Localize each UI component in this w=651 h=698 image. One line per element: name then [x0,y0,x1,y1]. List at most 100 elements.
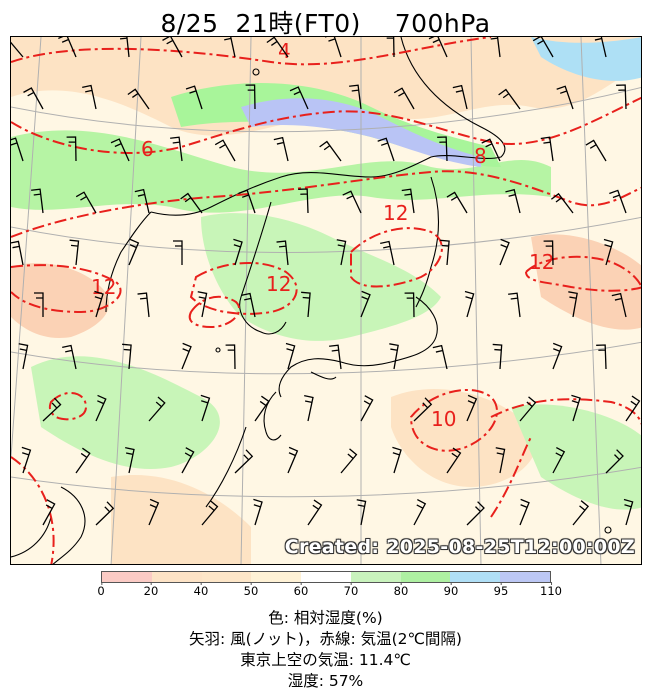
wind-barb [254,395,270,422]
wind-barb [66,136,77,162]
title-date: 8/25 [160,9,219,38]
wind-barb [238,189,256,214]
wind-barb [180,192,203,214]
wind-barb [134,188,150,214]
legend-wind-temp: 矢羽: 風(ノット)，赤線: 気温(2℃間隔) [189,630,462,648]
wind-barb [377,137,395,162]
island [604,526,612,534]
wind-barb [585,139,607,162]
wind-barb [413,397,433,422]
coast-shikoku [310,371,337,380]
wind-barb [481,138,501,162]
wind-barb [285,342,296,370]
colorbar-tick-label: 0 [97,582,105,598]
isotherm-12-korea [189,261,298,315]
colorbar-ticks: 0 20 40 50 60 70 80 90 95 110 [97,582,562,604]
map-canvas: 4 6 8 12 12 12 12 10 [11,37,641,564]
colorbar-segment [301,572,351,582]
colorbar-tick-label: 20 [143,582,159,598]
colorbar-segment [201,572,252,582]
wind-barb [611,292,627,318]
wind-barb [401,188,415,214]
wind-barb [466,501,485,526]
wind-barb [11,137,24,162]
humidity-area-moist-band [11,130,551,213]
isotherm-8 [11,170,641,238]
wind-barb [492,343,503,370]
wind-barb [360,290,371,318]
wind-barb [440,239,450,266]
coast-continent [150,37,506,216]
wind-barb [519,396,537,422]
wind-barb [446,447,462,474]
wind-barb [173,240,183,265]
created-timestamp: Created: 2025-08-25T12:00:00Z [284,536,635,558]
wind-barb [75,191,97,214]
contour-label: 12 [266,272,291,296]
contour-label: 10 [431,407,456,431]
wind-barb [540,136,554,162]
colorbar-tick-label: 40 [193,582,209,598]
colorbar-tick-label: 80 [393,582,409,598]
wind-barb [437,136,448,162]
wind-barb [389,343,399,370]
legend-tokyo-humidity: 湿度: 57% [287,672,364,690]
wind-barb [127,88,150,110]
colorbar-tick-label: 70 [343,582,359,598]
colorbar-segment [500,572,551,582]
coast-taiwan [52,486,86,564]
isotherm-small-korea [188,295,241,329]
wind-barb [241,292,256,318]
wind-barb [550,192,574,214]
wind-barb [148,396,166,422]
wind-barb [505,188,521,214]
wind-barb [225,344,236,370]
wind-barb [571,394,581,422]
wind-barb [552,447,566,474]
wind-barb [625,395,641,422]
wind-barb [185,85,203,110]
colorbar-segment [102,572,152,582]
humidity-area-dry-sw [111,475,251,564]
wind-barb [23,87,44,110]
island [215,347,221,353]
isotherm-12-west [11,264,122,314]
legend-humidity: 色: 相対湿度(%) [268,609,383,627]
graticule [11,37,641,564]
title-level: 700hPa [394,9,491,38]
contour-label: 8 [474,144,487,168]
wind-barb [446,191,468,214]
contour-label: 6 [141,137,154,161]
wind-barb [519,498,530,526]
isotherm-south-east [490,398,641,426]
wind-barb [498,88,521,110]
wind-barb [11,41,24,58]
contour-labels: 4 6 8 12 12 12 12 10 [91,39,554,431]
isotherm-12-japan-sea [350,227,443,288]
wind-barb [62,344,77,370]
isotherm-south-east-2 [490,436,532,518]
wind-barb [69,239,80,266]
humidity-area-dry-east [531,234,641,330]
wind-barb [380,240,395,266]
wind-barb [392,446,402,474]
wind-barb [162,37,183,58]
wind-barb [428,37,448,58]
wind-barb [623,498,634,526]
wind-barb [42,499,56,526]
wind-barb [393,87,415,110]
wind-barb [336,239,347,266]
wind-barb [349,84,362,110]
colorbar-tick-label: 50 [243,582,259,598]
humidity-area-dry-north [11,37,641,136]
wind-barb [233,238,243,266]
colorbar-tick-label: 90 [443,582,459,598]
contour-label: 12 [529,250,554,274]
isotherm-12-east [525,255,641,292]
wind-barb [125,447,135,474]
wind-barb [82,84,97,110]
wind-barb [276,240,289,266]
coast-honshu [278,296,438,398]
colorbar-segment [350,572,401,582]
wind-barb [18,343,29,370]
